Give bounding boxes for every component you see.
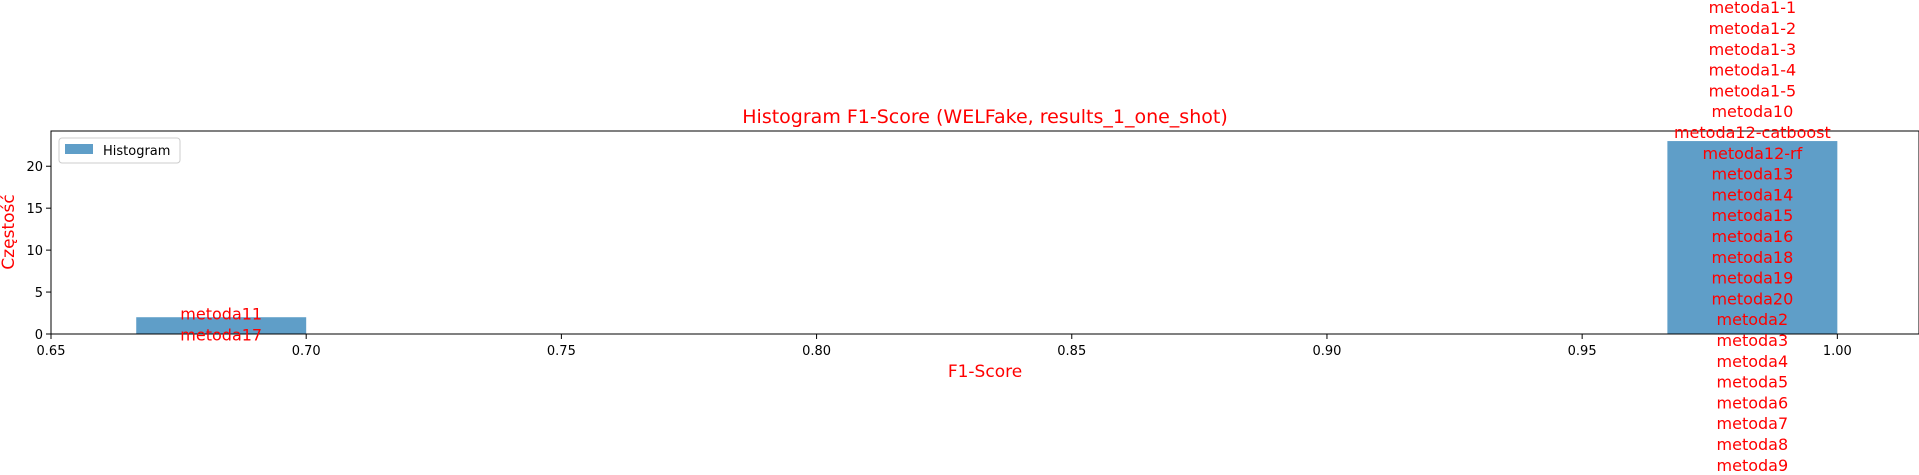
bar-method-label: metoda14 [1711, 185, 1793, 204]
chart-title: Histogram F1-Score (WELFake, results_1_o… [742, 106, 1227, 128]
bar-method-label: metoda2 [1717, 310, 1789, 329]
bar-method-label: metoda20 [1711, 289, 1793, 308]
bar-method-label: metoda17 [180, 326, 262, 345]
y-tick-label: 15 [26, 202, 43, 217]
bar-method-label: metoda5 [1717, 373, 1789, 392]
bars-layer [136, 141, 1838, 334]
legend-entry-histogram: Histogram [103, 144, 170, 159]
x-tick-label: 0.75 [547, 344, 576, 359]
x-axis-label: F1-Score [948, 362, 1022, 382]
bar-method-label: metoda16 [1711, 227, 1793, 246]
bar-method-label: metoda8 [1717, 435, 1789, 454]
bar-method-label: metoda1-3 [1709, 40, 1797, 59]
bar-method-label: metoda7 [1717, 414, 1789, 433]
legend-swatch [65, 144, 93, 154]
y-tick-label: 20 [26, 160, 43, 175]
x-tick-label: 0.85 [1057, 344, 1086, 359]
bar-method-label: metoda13 [1711, 165, 1793, 184]
bar-method-label: metoda3 [1717, 331, 1789, 350]
y-axis-ticks: 0 5 10 15 20 [26, 160, 51, 343]
bar-method-label: metoda6 [1717, 393, 1789, 412]
y-tick-label: 5 [35, 286, 43, 301]
bar-method-label: metoda10 [1711, 102, 1793, 121]
bar-method-label: metoda12-rf [1702, 144, 1802, 163]
bar-method-label: metoda15 [1711, 206, 1793, 225]
bar-method-label: metoda1-1 [1709, 0, 1797, 17]
plot-frame [50, 130, 1919, 335]
x-tick-label: 0.80 [802, 344, 831, 359]
bar-method-label: metoda11 [180, 305, 262, 324]
bar-method-label: metoda18 [1711, 248, 1793, 267]
y-tick-label: 0 [35, 328, 43, 343]
bar-method-label: metoda4 [1717, 352, 1789, 371]
legend: Histogram [58, 137, 181, 164]
x-tick-label: 0.65 [37, 344, 66, 359]
bar-method-label: metoda1-5 [1709, 81, 1797, 100]
x-tick-label: 0.90 [1312, 344, 1341, 359]
bar-method-label: metoda1-2 [1709, 19, 1797, 38]
bar-annotations: metoda11 metoda17 metoda1-1 metoda1-2 metoda… [180, 0, 1830, 475]
bar-method-label: metoda12-catboost [1674, 123, 1831, 142]
x-tick-label: 0.70 [292, 344, 321, 359]
x-axis-ticks: 0.65 0.70 0.75 0.80 0.85 0.90 0.95 1.00 [37, 334, 1852, 359]
bar-method-label: metoda9 [1717, 456, 1789, 475]
bar-method-label: metoda1-4 [1709, 61, 1797, 80]
y-axis-label: Częstość [0, 194, 19, 269]
bar-method-label: metoda19 [1711, 269, 1793, 288]
x-tick-label: 1.00 [1823, 344, 1852, 359]
histogram-bar [136, 317, 307, 334]
x-tick-label: 0.95 [1568, 344, 1597, 359]
y-tick-label: 10 [26, 244, 43, 259]
histogram-bar [1667, 141, 1838, 334]
